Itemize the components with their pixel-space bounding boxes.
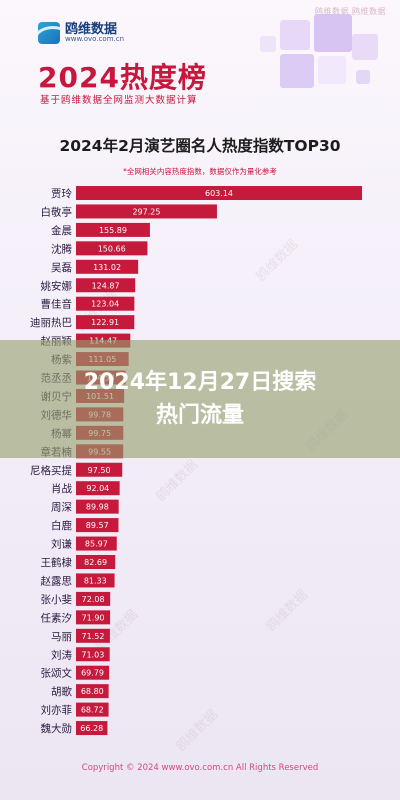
value-label: 81.33 <box>84 576 107 585</box>
top-caption: 鸥维数据 鸥维数据 <box>314 7 386 16</box>
bar <box>76 259 139 274</box>
value-label: 123.04 <box>91 300 119 309</box>
bar <box>76 241 148 256</box>
category-label: 任素汐 <box>41 611 73 624</box>
category-label: 吴磊 <box>51 262 72 274</box>
value-label: 89.57 <box>86 521 109 530</box>
bar <box>76 204 217 219</box>
bar <box>76 702 109 717</box>
value-label: 66.28 <box>80 724 103 733</box>
logo-icon <box>38 22 60 44</box>
bar <box>76 591 111 606</box>
chart-note: *全网相关内容热度指数，数据仅作为量化参考 <box>123 167 277 176</box>
bar <box>76 665 110 680</box>
headline-text: 2024年12月27日搜索 热门流量 <box>0 366 400 432</box>
value-label: 603.14 <box>205 189 233 198</box>
chart-title: 2024年2月演艺圈名人热度指数TOP30 <box>59 137 341 155</box>
decorative-cubes <box>240 0 400 130</box>
value-label: 150.66 <box>98 244 126 253</box>
value-label: 72.08 <box>82 595 105 604</box>
category-label: 姚安娜 <box>41 279 73 292</box>
hero-subtitle: 基于鸥维数据全网监测大数据计算 <box>40 95 198 106</box>
category-label: 刘涛 <box>51 648 72 661</box>
category-label: 白敬亭 <box>41 205 73 218</box>
bar <box>76 222 150 237</box>
bar <box>76 610 111 625</box>
bar <box>76 518 119 533</box>
logo-name: 鸥维数据 <box>65 21 118 37</box>
category-label: 胡歌 <box>51 685 72 698</box>
bar <box>76 296 135 311</box>
value-label: 68.72 <box>81 706 104 715</box>
bar <box>76 278 136 293</box>
value-label: 89.98 <box>86 503 109 512</box>
bar <box>76 573 115 588</box>
bar <box>76 684 109 699</box>
category-label: 王鹤棣 <box>41 556 73 569</box>
bar <box>76 315 135 330</box>
category-label: 刘亦菲 <box>41 704 73 717</box>
category-label: 尼格买提 <box>30 464 72 477</box>
bar <box>76 499 119 514</box>
value-label: 71.52 <box>82 632 105 641</box>
hero-title: 2024热度榜 <box>38 61 207 94</box>
bar <box>76 555 116 569</box>
category-label: 赵露思 <box>41 574 73 587</box>
value-label: 155.89 <box>99 226 127 235</box>
bar <box>76 481 120 496</box>
category-label: 曹佳音 <box>41 298 73 311</box>
bar <box>76 628 110 643</box>
category-label: 魏大勋 <box>41 722 73 735</box>
copyright: Copyright © 2024 www.ovo.com.cn All Righ… <box>81 763 319 773</box>
category-label: 张小斐 <box>41 594 73 606</box>
value-label: 85.97 <box>85 540 108 549</box>
category-label: 张颂文 <box>41 667 73 680</box>
value-label: 122.91 <box>91 318 119 327</box>
category-label: 金晨 <box>51 224 72 237</box>
brand-logo: 鸥维数据 www.ovo.com.cn <box>38 22 124 44</box>
top-bar: 鸥维数据 鸥维数据 <box>0 0 400 16</box>
value-label: 131.02 <box>93 263 121 272</box>
value-label: 71.03 <box>81 650 104 659</box>
value-label: 92.04 <box>86 484 109 493</box>
bar <box>76 721 108 736</box>
category-label: 沈腾 <box>51 242 72 255</box>
value-label: 82.69 <box>84 558 107 567</box>
category-label: 周深 <box>51 502 72 514</box>
headline-line-1: 2024年12月27日搜索 <box>83 370 317 395</box>
category-label: 刘谦 <box>51 538 72 551</box>
value-label: 71.90 <box>82 613 105 622</box>
logo-url: www.ovo.com.cn <box>65 35 125 44</box>
category-label: 肖战 <box>51 482 72 495</box>
category-label: 白鹿 <box>51 519 72 532</box>
value-label: 69.79 <box>81 669 104 678</box>
headline-line-2: 热门流量 <box>155 403 244 428</box>
headline-overlay <box>0 340 400 458</box>
value-label: 297.25 <box>132 207 160 216</box>
category-label: 马丽 <box>51 631 72 643</box>
bar <box>76 536 117 551</box>
bar <box>76 647 110 662</box>
bar <box>76 186 363 200</box>
value-label: 68.80 <box>81 687 104 696</box>
bar <box>76 462 123 477</box>
value-label: 97.50 <box>88 466 111 475</box>
category-label: 迪丽热巴 <box>30 316 72 329</box>
category-label: 贾玲 <box>51 188 72 200</box>
value-label: 124.87 <box>92 281 120 290</box>
